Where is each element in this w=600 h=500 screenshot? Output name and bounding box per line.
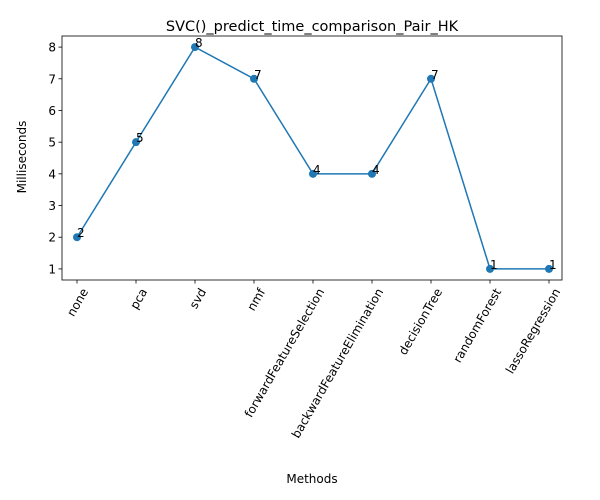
data-point (486, 264, 494, 273)
y-tick-label: 7 (48, 72, 56, 86)
data-label: 1 (549, 258, 557, 272)
x-tick-label: pca (127, 286, 150, 312)
y-tick-label: 6 (48, 104, 56, 118)
plot-frame (61, 35, 563, 281)
y-tick-label: 5 (48, 136, 56, 150)
data-point (427, 74, 435, 83)
x-tick-label: lassoRegression (503, 286, 563, 376)
data-label: 4 (372, 163, 380, 177)
y-tick-label: 2 (48, 231, 56, 245)
x-tick-label: none (64, 286, 91, 319)
y-tick-label: 8 (48, 41, 56, 55)
data-label: 5 (136, 131, 144, 145)
x-tick-label: svd (187, 286, 210, 311)
data-label: 7 (254, 68, 262, 82)
data-label: 8 (195, 36, 203, 50)
x-tick-label: decisionTree (396, 286, 445, 357)
data-label: 2 (77, 226, 85, 240)
y-tick-label: 4 (48, 167, 56, 181)
x-tick-label: nmf (244, 285, 268, 313)
series-line (76, 46, 549, 270)
x-axis-label: Methods (286, 472, 337, 486)
data-label: 4 (313, 163, 321, 177)
data-point (191, 43, 199, 52)
data-point (368, 169, 376, 178)
data-point (250, 74, 258, 83)
data-point (132, 138, 140, 147)
data-point (545, 264, 553, 273)
x-tick-label: randomForest (450, 286, 504, 365)
y-tick-label: 1 (48, 262, 56, 276)
y-tick-label: 3 (48, 199, 56, 213)
data-label: 1 (490, 258, 498, 272)
data-label: 7 (431, 68, 439, 82)
y-axis-label: Milliseconds (15, 121, 29, 194)
chart-title: SVC()_predict_time_comparison_Pair_HK (166, 19, 459, 35)
data-point (309, 169, 317, 178)
data-point (73, 233, 81, 242)
